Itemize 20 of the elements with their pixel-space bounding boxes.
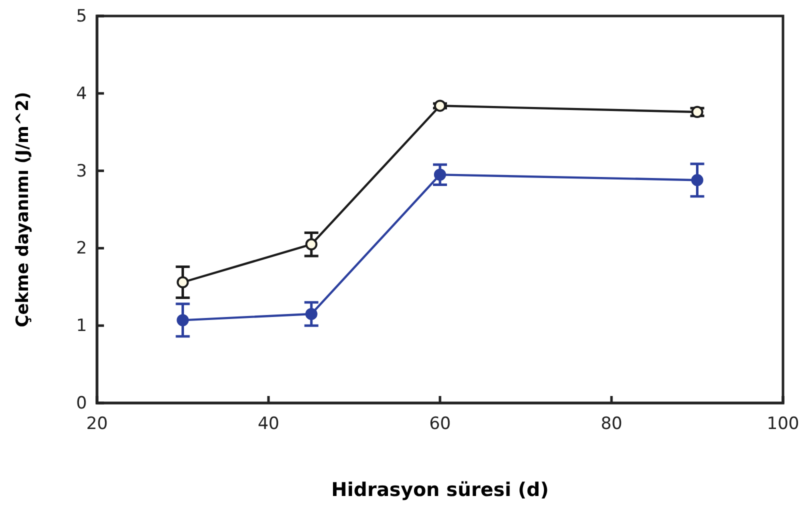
point [305, 238, 318, 250]
point [176, 314, 189, 326]
y-tick-label: 0 [76, 393, 87, 414]
point [305, 308, 318, 320]
x-tick-label: 80 [600, 414, 622, 434]
y-tick-label: 1 [76, 316, 87, 336]
y-tick-label: 4 [76, 84, 87, 104]
y-tick-label: 2 [76, 238, 87, 259]
y-tick-label: 3 [76, 161, 87, 182]
point [434, 100, 446, 112]
x-tick-label: 60 [429, 414, 451, 434]
x-tick-label: 100 [766, 414, 800, 434]
y-tick-label: 5 [76, 6, 87, 26]
point [691, 174, 704, 186]
x-axis-title: Hidrasyon süresi (d) [331, 479, 549, 501]
point [176, 276, 189, 288]
x-tick-label: 40 [258, 414, 280, 434]
x-tick-label: 20 [86, 414, 108, 434]
point [434, 168, 446, 181]
y-axis-title: Çekme dayanımı (J/m^2) [13, 92, 33, 328]
